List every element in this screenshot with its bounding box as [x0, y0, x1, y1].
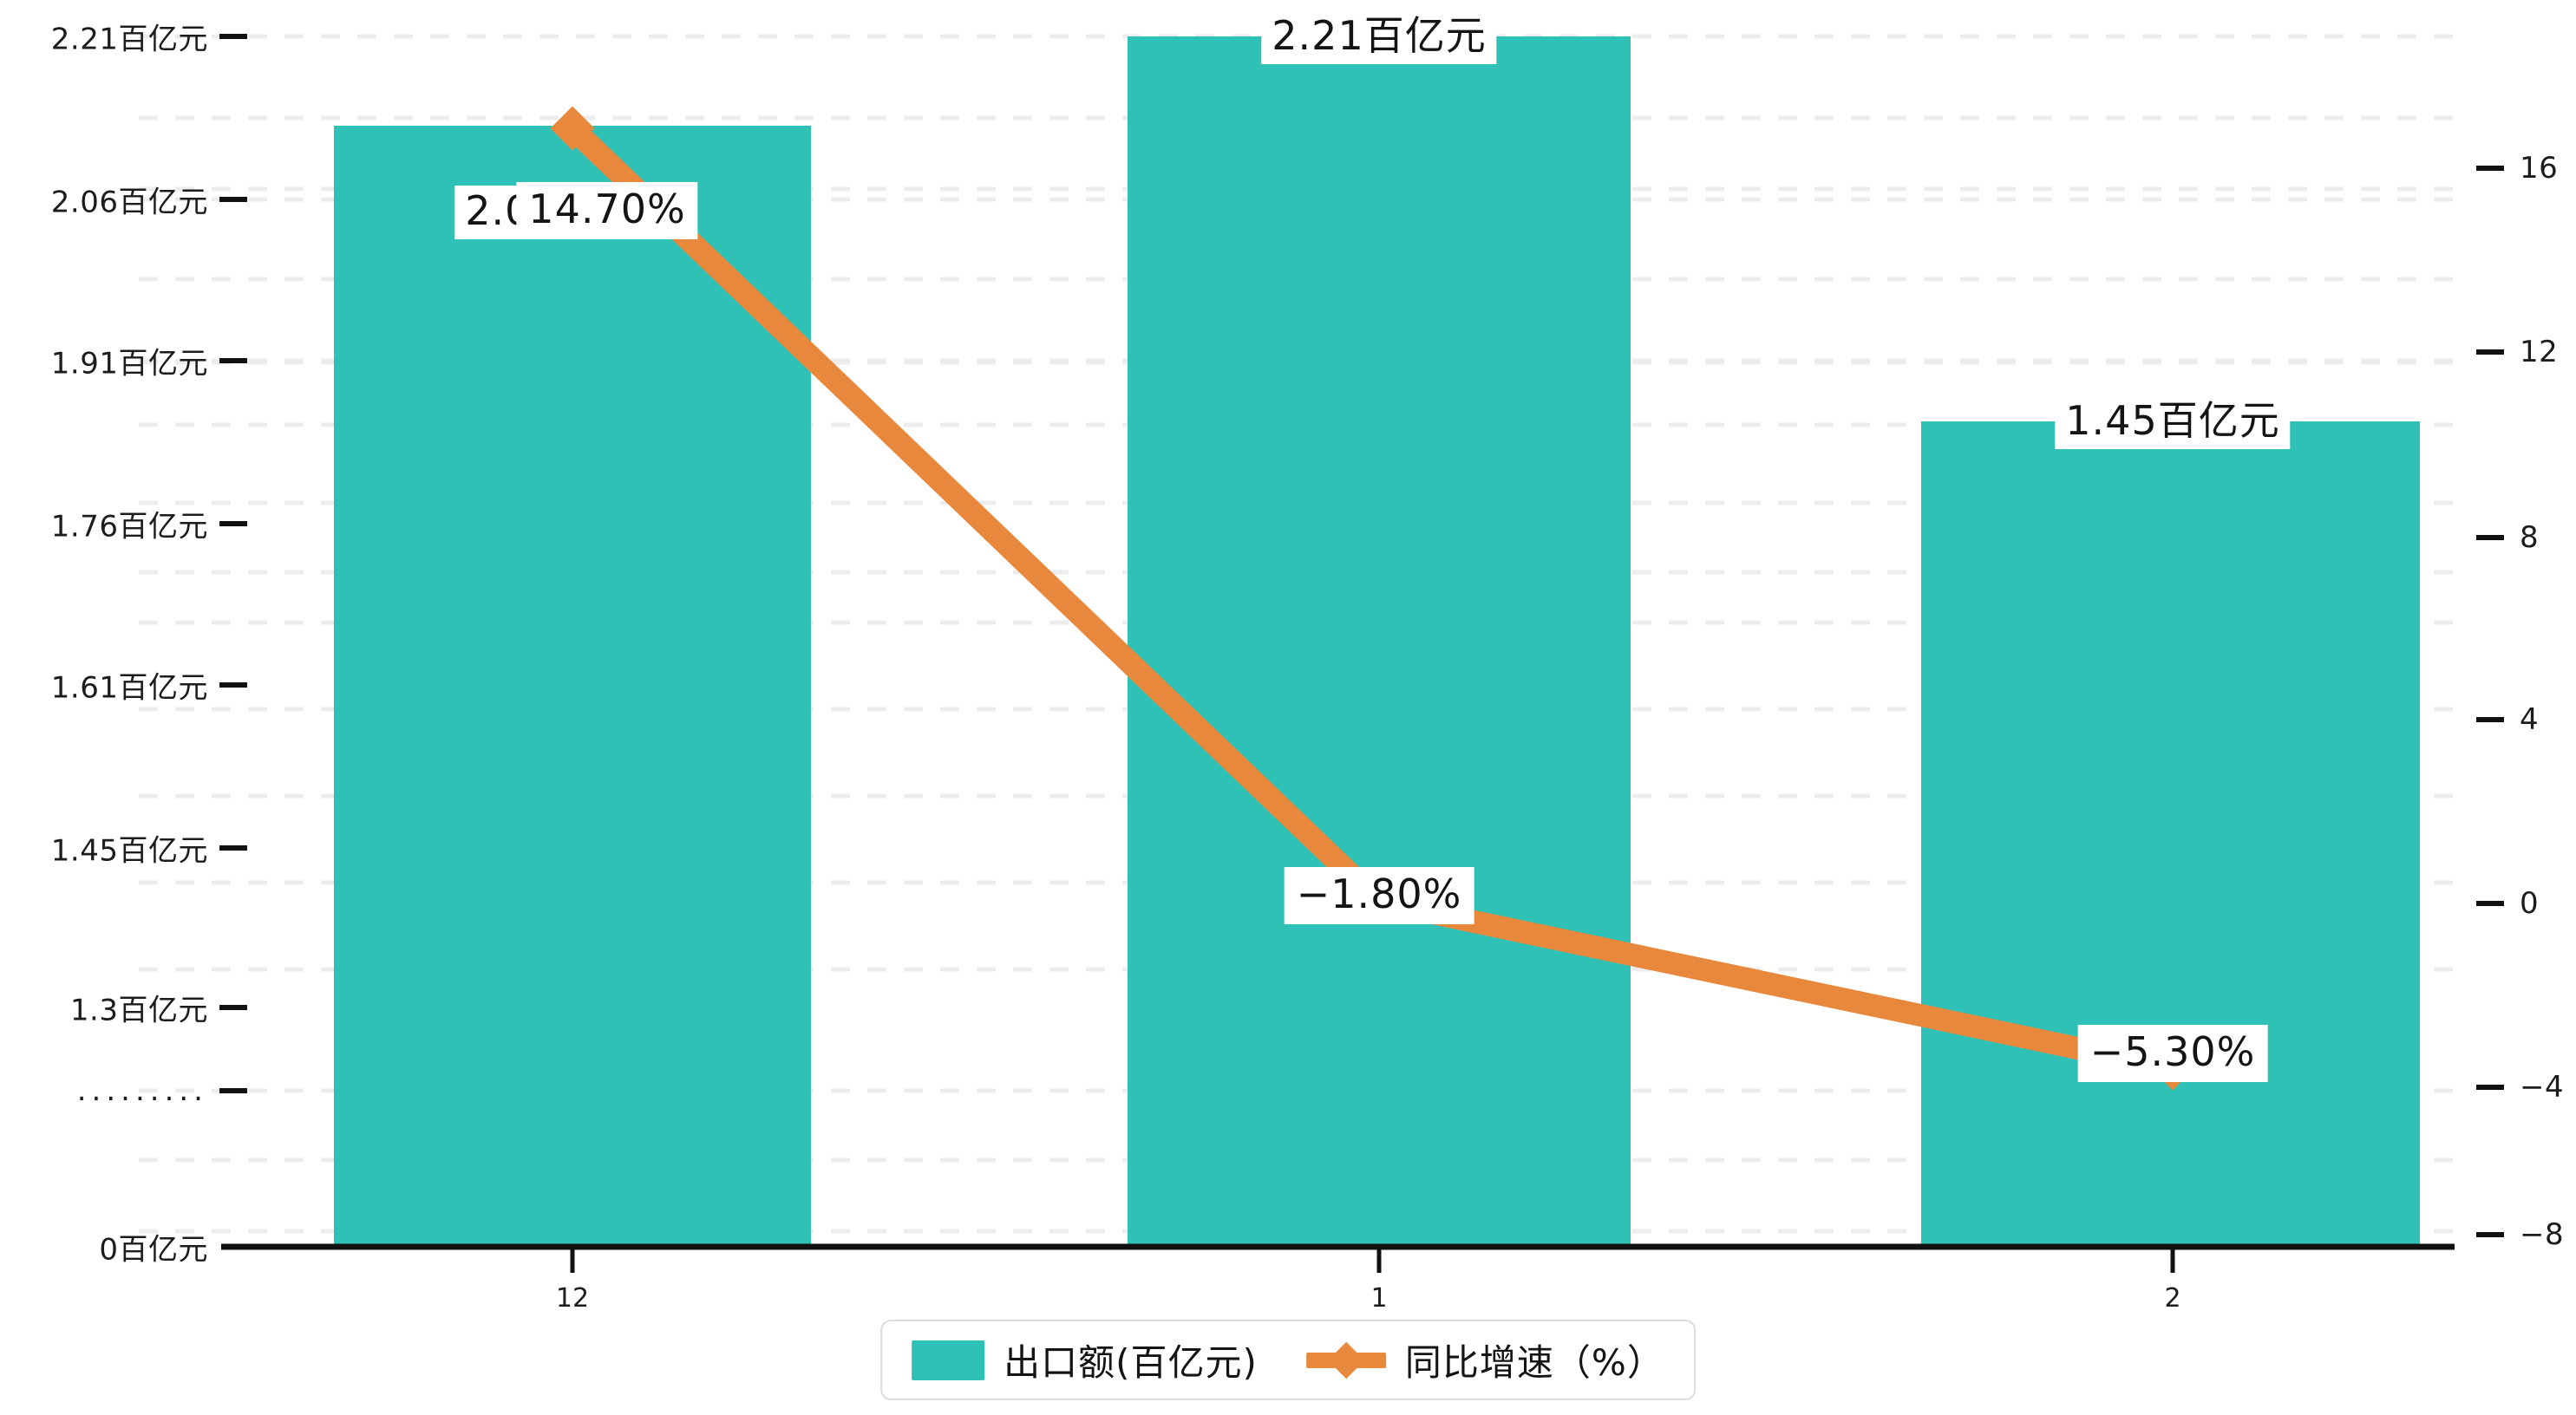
x-axis-ticks [570, 1247, 2175, 1273]
y-tick-left-2: 1.3百亿元 [69, 993, 208, 1028]
y-tick-right-0: 16 [2520, 151, 2559, 186]
legend-item-bar[interactable]: 出口额(百亿元) [912, 1333, 1258, 1386]
y-tick-right-4: 0 [2520, 886, 2540, 921]
bar-label-2: 1.45百亿元 [2055, 395, 2291, 449]
y-tick-right-3: 4 [2520, 702, 2540, 737]
y-axis-right-ticks [2476, 166, 2504, 1237]
bar-series [334, 36, 2420, 1247]
legend-swatch-square-icon [912, 1340, 985, 1380]
y-tick-left-8: 2.21百亿元 [50, 22, 208, 57]
y-tick-right-2: 8 [2520, 520, 2540, 555]
bar-2 [1921, 421, 2420, 1247]
y-tick-left-3: 1.45百亿元 [50, 833, 208, 869]
x-tick-2: 2 [2164, 1283, 2181, 1314]
x-tick-1: 1 [1370, 1283, 1388, 1314]
y-tick-left-4: 1.61百亿元 [50, 670, 208, 706]
bar-label-1: 2.21百亿元 [1261, 10, 1497, 64]
y-tick-right-1: 12 [2520, 335, 2559, 369]
y-tick-left-0: 0百亿元 [99, 1232, 208, 1268]
y-tick-right-5: −4 [2520, 1070, 2565, 1105]
chart-legend[interactable]: 出口额(百亿元) 同比增速（%） [880, 1320, 1696, 1400]
legend-label-bar: 出口额(百亿元) [1004, 1341, 1258, 1384]
y-axis-left-ticks [219, 34, 247, 1093]
bar-1 [1128, 36, 1631, 1247]
bar-12 [334, 126, 811, 1247]
line-label-1: −1.80% [1284, 867, 1474, 924]
y-tick-left-1: ......... [76, 1073, 208, 1108]
legend-label-line: 同比增速（%） [1404, 1341, 1664, 1384]
x-tick-0: 12 [555, 1283, 590, 1314]
y-tick-left-7: 2.06百亿元 [50, 185, 208, 220]
legend-swatch-line-diamond-icon [1305, 1340, 1386, 1380]
y-tick-left-6: 1.91百亿元 [50, 346, 208, 381]
y-tick-right-6: −8 [2520, 1217, 2565, 1252]
legend-item-line[interactable]: 同比增速（%） [1305, 1333, 1664, 1386]
line-label-2: −5.30% [2077, 1025, 2268, 1082]
y-tick-left-5: 1.76百亿元 [50, 509, 208, 544]
line-label-0: 14.70% [516, 182, 698, 239]
